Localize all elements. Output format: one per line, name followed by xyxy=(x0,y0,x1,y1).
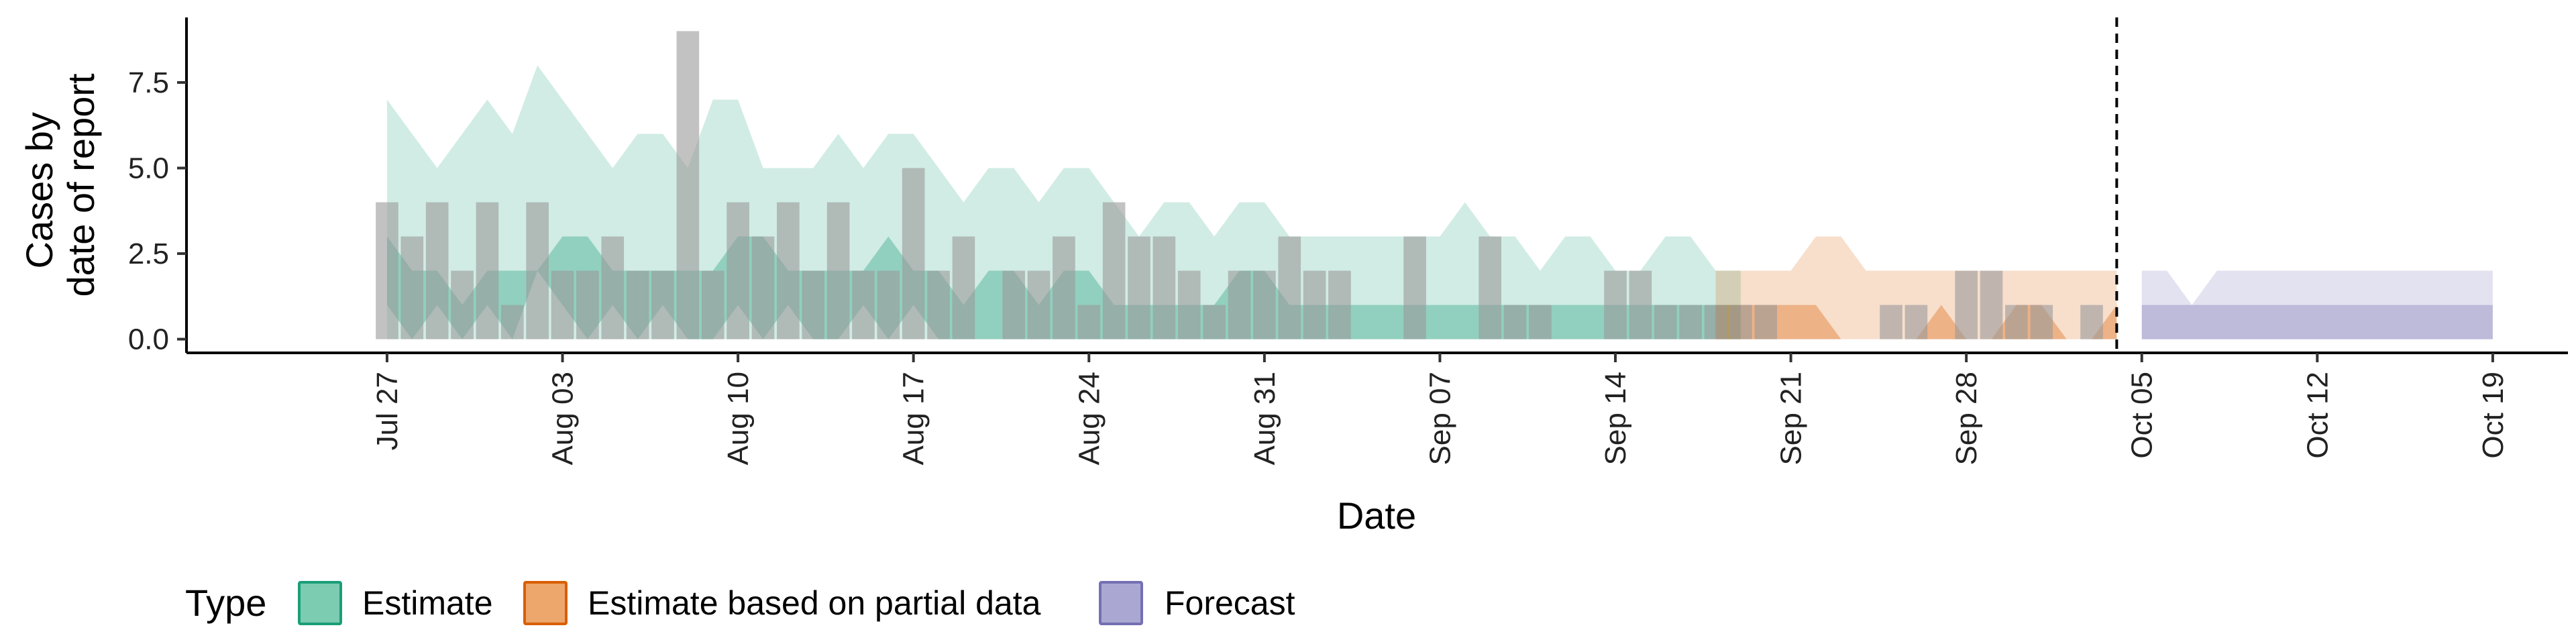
x-tick-label: Oct 12 xyxy=(2301,372,2334,459)
case-bar xyxy=(1128,236,1150,339)
case-bar xyxy=(1177,270,1201,339)
x-axis-title: Date xyxy=(1337,494,1416,537)
case-bar xyxy=(1729,305,1752,339)
y-axis-title: Cases by date of report xyxy=(18,73,102,297)
case-bar xyxy=(1679,305,1702,339)
legend-swatch-estimate xyxy=(298,581,342,625)
case-bar xyxy=(551,270,574,339)
case-bar xyxy=(826,202,850,339)
y-axis-title-line-1: Cases by xyxy=(18,112,60,268)
case-bar xyxy=(451,270,474,339)
case-bar xyxy=(1253,270,1276,339)
case-bar xyxy=(476,202,499,339)
case-bar xyxy=(626,270,649,339)
x-tick-label: Oct 19 xyxy=(2477,372,2510,459)
case-bar xyxy=(1102,202,1126,339)
y-axis-title-line-2: date of report xyxy=(60,73,102,297)
y-ticks: 0.0 2.5 5.0 7.5 xyxy=(128,66,186,356)
case-bar xyxy=(777,202,800,339)
y-tick-label: 0.0 xyxy=(128,323,169,356)
case-bar xyxy=(852,270,875,339)
case-bar xyxy=(802,270,825,339)
case-bar xyxy=(1278,236,1301,339)
case-bar xyxy=(877,270,900,339)
y-tick-label: 7.5 xyxy=(128,66,169,99)
case-bar xyxy=(1503,305,1527,339)
x-ticks: Jul 27 Aug 03 Aug 10 Aug 17 Aug 24 Aug 31 Sep … xyxy=(371,353,2510,465)
x-tick-label: Aug 10 xyxy=(722,372,755,465)
case-bar xyxy=(902,168,925,339)
case-bar xyxy=(1328,270,1351,339)
case-bar xyxy=(676,31,700,339)
legend-label-partial: Estimate based on partial data xyxy=(588,584,1041,622)
case-bar xyxy=(1403,236,1426,339)
x-tick-label: Aug 03 xyxy=(547,372,580,465)
case-bar xyxy=(1053,236,1075,339)
case-bar xyxy=(1880,305,1902,339)
case-bar xyxy=(1152,236,1176,339)
case-bar xyxy=(1955,270,1978,339)
case-bar xyxy=(1203,305,1226,339)
case-bar xyxy=(400,236,424,339)
x-tick-label: Sep 21 xyxy=(1775,372,1808,465)
case-bar xyxy=(1754,305,1778,339)
case-bar xyxy=(952,236,975,339)
x-tick-label: Sep 14 xyxy=(1599,372,1632,465)
x-tick-label: Aug 24 xyxy=(1073,372,1106,465)
case-bar xyxy=(2030,305,2053,339)
ribbon-outer-forecast xyxy=(2141,270,2493,339)
case-bar xyxy=(500,305,524,339)
case-bar xyxy=(1077,305,1101,339)
case-bar xyxy=(576,270,599,339)
case-bar xyxy=(376,202,398,339)
ribbon-outer-estimate xyxy=(386,65,1741,339)
case-bar xyxy=(1980,270,2003,339)
x-tick-label: Aug 17 xyxy=(898,372,930,465)
case-bar xyxy=(1002,270,1025,339)
case-bar xyxy=(727,202,749,339)
case-bar xyxy=(927,270,950,339)
case-bar xyxy=(1904,305,1928,339)
legend-swatch-partial xyxy=(523,581,568,625)
x-tick-label: Sep 28 xyxy=(1950,372,1983,465)
ribbon-inner-forecast xyxy=(2141,305,2493,339)
case-bar xyxy=(1228,270,1251,339)
y-tick-label: 2.5 xyxy=(128,237,169,270)
case-bar xyxy=(1654,305,1677,339)
legend: Type Estimate Estimate based on partial … xyxy=(185,581,1295,625)
case-bar xyxy=(425,202,449,339)
legend-label-estimate: Estimate xyxy=(362,584,493,622)
case-bar xyxy=(526,202,549,339)
legend-swatch-forecast xyxy=(1099,581,1143,625)
axes xyxy=(185,17,2568,354)
case-bar xyxy=(1303,270,1326,339)
case-bar xyxy=(1604,270,1627,339)
x-tick-label: Jul 27 xyxy=(371,372,404,450)
case-bar xyxy=(1027,270,1051,339)
bar-layer xyxy=(376,31,2103,339)
x-tick-label: Aug 31 xyxy=(1248,372,1281,465)
case-bar xyxy=(601,236,625,339)
x-tick-label: Oct 05 xyxy=(2126,372,2159,459)
y-tick-label: 5.0 xyxy=(128,152,169,184)
case-bar xyxy=(1704,305,1727,339)
x-tick-label: Sep 07 xyxy=(1424,372,1456,465)
case-bar xyxy=(701,270,724,339)
legend-label-forecast: Forecast xyxy=(1165,584,1295,622)
case-bar xyxy=(2005,305,2028,339)
case-bar xyxy=(1629,270,1652,339)
case-bar xyxy=(751,236,775,339)
case-bar xyxy=(1529,305,1552,339)
case-bar xyxy=(651,270,674,339)
case-bar xyxy=(1479,236,1501,339)
legend-title: Type xyxy=(185,582,266,624)
case-bar xyxy=(2080,305,2103,339)
